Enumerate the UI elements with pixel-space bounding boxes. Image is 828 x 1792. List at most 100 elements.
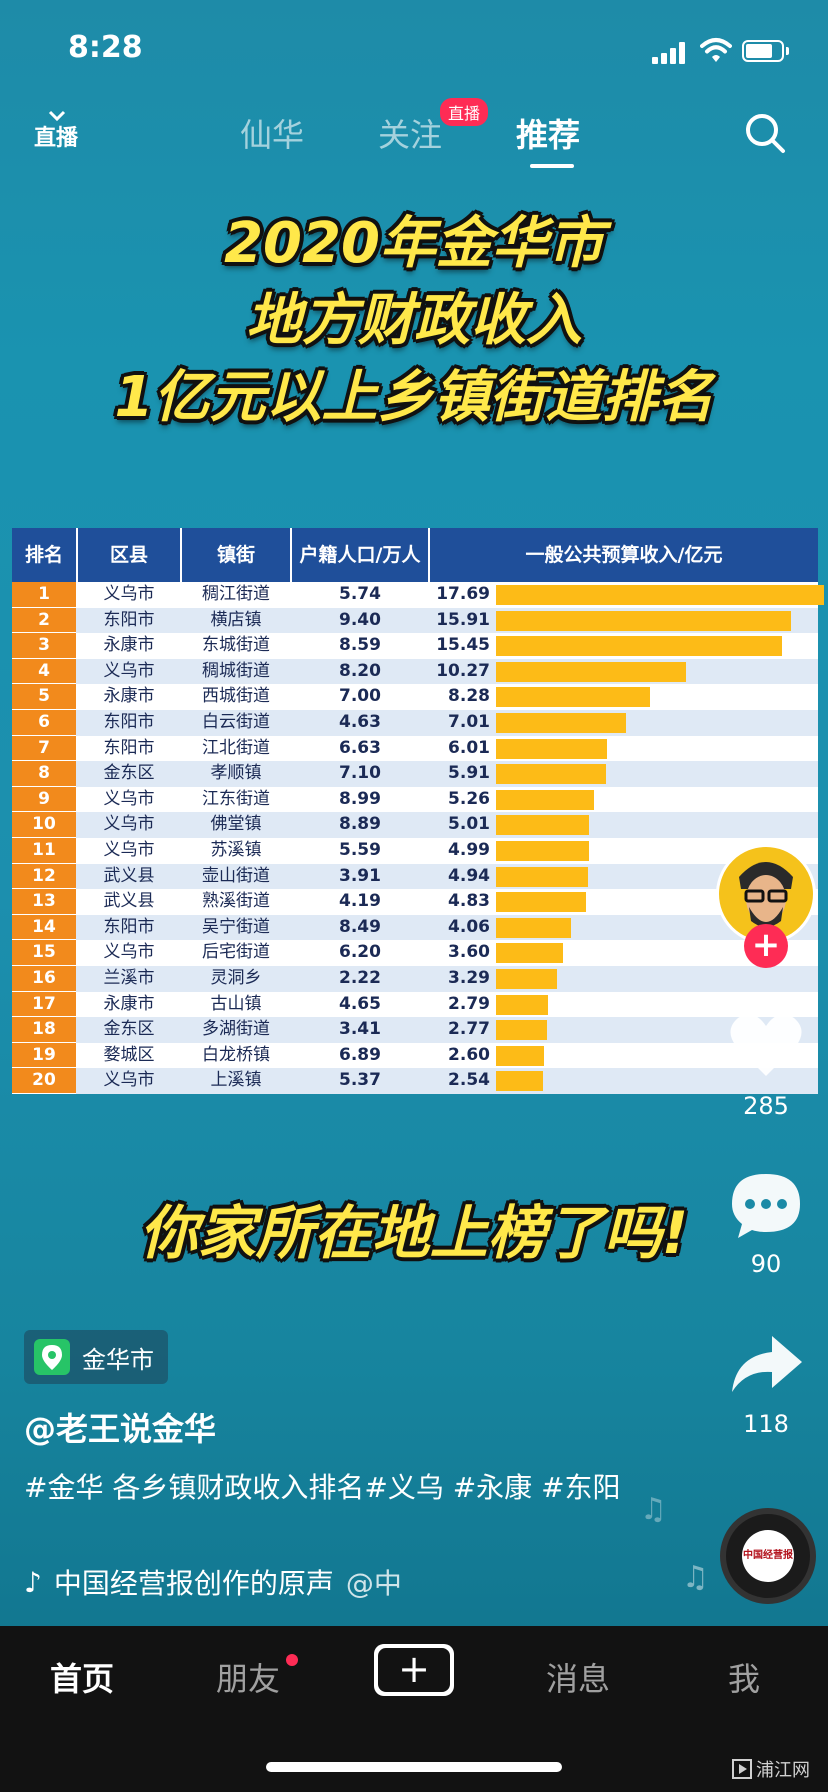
table-row: 12 武义县 壶山街道 3.91 4.94 [12,863,818,890]
heart-icon[interactable] [728,1010,804,1080]
post-caption[interactable]: #金华 各乡镇财政收入排名#义乌 #永康 #东阳 [24,1471,621,1504]
nav-home[interactable]: 首页 [50,1660,115,1698]
table-row: 4 义乌市 稠城街道 8.20 10.27 [12,658,818,685]
revenue-bar [496,712,626,733]
music-info[interactable]: ♪ 中国经营报创作的原声 @中 [24,1562,402,1602]
location-chip[interactable]: 金华市 [24,1330,168,1384]
revenue-cell: 17.69 [436,584,490,604]
table-row: 6 东阳市 白云街道 4.63 7.01 [12,709,818,736]
rank-cell: 20 [12,1068,76,1094]
district-cell: 永康市 [103,993,155,1014]
follow-button[interactable]: + [744,924,788,968]
population-cell: 8.59 [339,635,381,656]
revenue-cell: 4.94 [448,865,490,886]
music-disc-label: 中国经营报 [742,1530,794,1582]
cellular-signal-icon [652,42,688,64]
revenue-bar [496,661,686,682]
town-cell: 江东街道 [202,788,270,809]
revenue-bar [496,1045,544,1066]
tab-following[interactable]: 关注 [378,116,443,154]
rank-cell: 9 [12,786,76,813]
revenue-cell: 5.26 [448,788,490,809]
revenue-bar [496,994,548,1015]
rank-cell: 18 [12,1017,76,1043]
nav-me[interactable]: 我 [728,1660,761,1698]
revenue-bar [496,1020,547,1041]
comment-icon[interactable] [728,1170,804,1240]
town-cell: 白龙桥镇 [202,1044,270,1065]
rank-cell: 16 [12,965,76,992]
revenue-bar [496,738,607,759]
population-cell: 6.20 [339,942,381,963]
table-row: 16 兰溪市 灵洞乡 2.22 3.29 [12,965,818,992]
town-cell: 江北街道 [202,737,270,758]
rank-cell: 15 [12,940,76,966]
revenue-cell: 2.54 [448,1070,490,1091]
rank-cell: 4 [12,658,76,685]
district-cell: 义乌市 [103,839,155,860]
table-body: 1 义乌市 稠江街道 5.74 17.69 2 东阳市 横店镇 9.40 15.91 3 永康市 东城街… [12,582,824,1094]
headline-line-1: 2020年金华市 [224,211,604,276]
town-cell: 白云街道 [202,711,270,732]
comment-count: 90 [750,1250,782,1278]
rank-cell: 3 [12,633,76,659]
revenue-cell: 4.83 [448,891,490,912]
revenue-bar [496,1071,543,1092]
table-row: 19 婺城区 白龙桥镇 6.89 2.60 [12,1042,818,1069]
revenue-bar [496,917,571,938]
rank-cell: 6 [12,709,76,736]
tab-xianhua[interactable]: 仙华 [240,116,305,154]
revenue-cell: 8.28 [448,686,490,707]
revenue-bar [496,840,589,861]
play-logo-icon [732,1759,752,1779]
share-icon[interactable] [728,1330,804,1400]
town-cell: 孝顺镇 [210,763,262,784]
rank-cell: 19 [12,1042,76,1069]
music-disc[interactable]: 中国经营报 [720,1508,816,1604]
district-cell: 义乌市 [103,584,155,604]
town-cell: 西城街道 [202,686,270,707]
revenue-cell: 2.60 [448,1044,490,1065]
location-label: 金华市 [82,1345,154,1374]
nav-messages[interactable]: 消息 [546,1660,611,1698]
create-button[interactable]: + [369,1644,459,1696]
tab-recommended[interactable]: 推荐 [516,116,581,154]
town-cell: 佛堂镇 [210,814,262,835]
revenue-bar [496,968,557,989]
district-cell: 义乌市 [103,942,155,963]
revenue-cell: 15.91 [436,609,490,630]
district-cell: 武义县 [103,891,155,912]
live-tv-icon[interactable]: 直播 [34,110,80,154]
table-row: 8 金东区 孝顺镇 7.10 5.91 [12,761,818,787]
rank-cell: 12 [12,863,76,890]
watermark-text: 浦江网 [756,1760,810,1781]
revenue-bar [496,815,589,836]
district-cell: 东阳市 [103,711,155,732]
battery-tip [786,47,789,55]
rank-cell: 8 [12,761,76,787]
table-row: 5 永康市 西城街道 7.00 8.28 [12,684,818,710]
town-cell: 古山镇 [210,993,262,1014]
population-cell: 2.22 [339,967,381,988]
revenue-bar [496,943,563,964]
home-indicator[interactable] [266,1762,562,1772]
nav-friends[interactable]: 朋友 [216,1660,281,1698]
search-icon[interactable] [744,112,786,154]
author-handle[interactable]: @老王说金华 [24,1410,217,1448]
town-cell: 后宅街道 [202,942,270,963]
town-cell: 上溪镇 [210,1070,262,1091]
music-title-scroll: @中 [345,1567,402,1600]
headline-line-3: 1亿元以上乡镇街道排名 [114,365,714,430]
share-count: 118 [743,1410,789,1438]
revenue-bar [496,892,586,913]
revenue-bar [496,687,650,708]
revenue-cell: 4.99 [448,839,490,860]
rank-cell: 14 [12,914,76,941]
population-cell: 5.37 [339,1070,381,1091]
table-row: 18 金东区 多湖街道 3.41 2.77 [12,1017,818,1043]
table-row: 2 东阳市 横店镇 9.40 15.91 [12,607,818,634]
revenue-cell: 6.01 [448,737,490,758]
table-header: 排名 区县 镇街 户籍人口/万人 一般公共预算收入/亿元 [12,528,818,582]
table-row: 1 义乌市 稠江街道 5.74 17.69 [12,582,824,608]
table-row: 13 武义县 熟溪街道 4.19 4.83 [12,889,818,915]
